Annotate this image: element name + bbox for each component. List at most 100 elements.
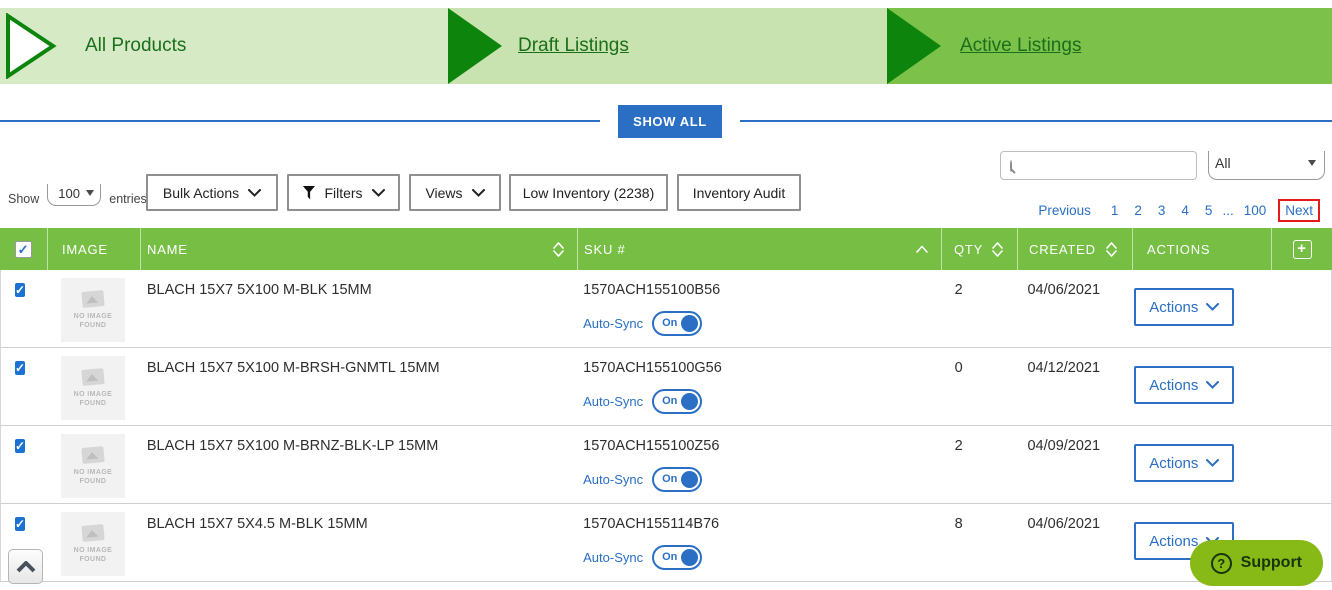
- row-checkbox[interactable]: [15, 361, 26, 375]
- sort-icon[interactable]: [992, 241, 1003, 258]
- autosync-label: Auto-Sync: [583, 472, 644, 487]
- tab-active-listings[interactable]: Active Listings: [960, 35, 1082, 56]
- product-sku: 1570ACH155100Z56: [583, 438, 720, 454]
- product-name: BLACH 15X7 5X4.5 M-BLK 15MM: [146, 516, 368, 532]
- scroll-to-top-button[interactable]: [8, 549, 43, 584]
- pagination-page-1[interactable]: 1: [1110, 203, 1119, 218]
- column-header-image[interactable]: IMAGE: [47, 228, 140, 270]
- chevron-down-icon: [248, 188, 262, 197]
- chevron-down-icon: [1308, 159, 1316, 166]
- column-header-sku[interactable]: SKU #: [577, 228, 941, 270]
- autosync-toggle[interactable]: On: [652, 311, 703, 336]
- question-mark-icon: ?: [1210, 552, 1232, 574]
- arrow-outline-icon: [6, 13, 57, 79]
- nav-segment-active-listings[interactable]: [887, 8, 1332, 84]
- product-name: BLACH 15X7 5X100 M-BRNZ-BLK-LP 15MM: [146, 438, 439, 454]
- product-name: BLACH 15X7 5X100 M-BRSH-GNMTL 15MM: [146, 360, 440, 376]
- toggle-on-label: On: [662, 551, 678, 563]
- no-image-placeholder: NO IMAGE FOUND: [60, 278, 125, 342]
- chevron-down-icon: [1206, 459, 1220, 467]
- column-header-created-label: CREATED: [1029, 241, 1096, 257]
- pagination-page-4[interactable]: 4: [1181, 203, 1189, 218]
- toggle-knob: [681, 549, 699, 566]
- search-input[interactable]: [1012, 152, 1200, 179]
- support-button[interactable]: ? Support: [1189, 540, 1323, 586]
- actions-label: Actions: [1149, 454, 1199, 472]
- tab-draft-listings[interactable]: Draft Listings: [518, 35, 629, 56]
- product-name: BLACH 15X7 5X100 M-BLK 15MM: [146, 282, 372, 298]
- actions-label: Actions: [1149, 298, 1199, 316]
- filters-button[interactable]: Filters: [287, 174, 400, 211]
- column-header-name[interactable]: NAME: [140, 228, 577, 270]
- row-actions-button[interactable]: Actions: [1134, 366, 1235, 404]
- autosync-label: Auto-Sync: [583, 394, 644, 409]
- pagination-page-5[interactable]: 5: [1204, 203, 1213, 218]
- product-qty: 8: [954, 516, 963, 532]
- entries-count-value: 100: [58, 185, 80, 201]
- chevron-up-icon: [16, 560, 35, 572]
- image-icon: [81, 289, 105, 308]
- column-header-qty-label: QTY: [954, 241, 984, 257]
- search-scope-value: All: [1215, 154, 1231, 171]
- pagination-page-2[interactable]: 2: [1134, 203, 1142, 218]
- filters-label: Filters: [324, 184, 363, 201]
- product-qty: 2: [954, 282, 963, 298]
- toggle-on-label: On: [662, 473, 678, 485]
- pagination-page-100[interactable]: 100: [1243, 203, 1267, 218]
- toggle-knob: [681, 471, 699, 488]
- autosync-label: Auto-Sync: [583, 550, 644, 565]
- column-header-created[interactable]: CREATED: [1017, 228, 1132, 270]
- chevron-down-icon: [471, 188, 485, 197]
- column-header-name-label: NAME: [147, 241, 188, 257]
- arrow-solid-icon: [887, 8, 941, 84]
- pagination: Previous 1 2 3 4 5 ... 100 Next: [1030, 199, 1328, 222]
- image-icon: [81, 367, 105, 386]
- bulk-actions-label: Bulk Actions: [162, 184, 240, 201]
- chevron-down-icon: [371, 188, 385, 197]
- chevron-down-icon: [86, 190, 95, 196]
- toggle-on-label: On: [662, 395, 678, 407]
- nav-segment-all-products[interactable]: [0, 8, 448, 84]
- row-actions-button[interactable]: Actions: [1134, 444, 1235, 482]
- autosync-toggle[interactable]: On: [652, 389, 703, 414]
- sort-icon[interactable]: [1105, 241, 1117, 258]
- entries-count-select[interactable]: 100: [47, 184, 102, 206]
- sort-ascending-icon[interactable]: [916, 245, 928, 253]
- product-sku: 1570ACH155100G56: [583, 360, 722, 376]
- entries-label: entries: [109, 192, 147, 206]
- row-checkbox[interactable]: [15, 283, 26, 297]
- pagination-previous[interactable]: Previous: [1038, 203, 1091, 218]
- row-actions-button[interactable]: Actions: [1134, 288, 1235, 326]
- show-all-button[interactable]: SHOW ALL: [618, 104, 722, 138]
- row-checkbox[interactable]: [15, 517, 26, 531]
- add-column-icon[interactable]: [1292, 239, 1312, 259]
- search-icon: [1010, 159, 1012, 172]
- nav-segment-draft-listings[interactable]: [448, 8, 887, 84]
- pagination-next[interactable]: Next: [1278, 199, 1320, 222]
- bulk-actions-button[interactable]: Bulk Actions: [146, 174, 278, 211]
- row-checkbox[interactable]: [15, 439, 26, 453]
- chevron-down-icon: [1206, 303, 1220, 311]
- toggle-knob: [681, 393, 699, 410]
- arrow-solid-icon: [448, 8, 502, 84]
- autosync-toggle[interactable]: On: [652, 545, 703, 570]
- inventory-audit-button[interactable]: Inventory Audit: [677, 174, 801, 211]
- tab-all-products[interactable]: All Products: [85, 35, 187, 56]
- views-button[interactable]: Views: [409, 174, 501, 211]
- listing-status-nav: All Products Draft Listings Active Listi…: [0, 8, 1332, 84]
- search-scope-select[interactable]: All: [1208, 151, 1325, 180]
- no-image-placeholder: NO IMAGE FOUND: [60, 512, 125, 576]
- products-table: IMAGE NAME SKU # QTY CREATED ACTIONS: [0, 228, 1332, 582]
- product-created: 04/06/2021: [1027, 516, 1101, 532]
- select-all-checkbox[interactable]: [15, 240, 32, 258]
- low-inventory-button[interactable]: Low Inventory (2238): [509, 174, 668, 211]
- column-header-qty[interactable]: QTY: [941, 228, 1017, 270]
- product-created: 04/09/2021: [1027, 438, 1101, 454]
- pagination-page-3[interactable]: 3: [1157, 203, 1166, 218]
- column-header-actions: ACTIONS: [1132, 228, 1271, 270]
- autosync-toggle[interactable]: On: [652, 467, 703, 492]
- funnel-icon: [302, 185, 316, 200]
- sort-icon[interactable]: [553, 241, 564, 258]
